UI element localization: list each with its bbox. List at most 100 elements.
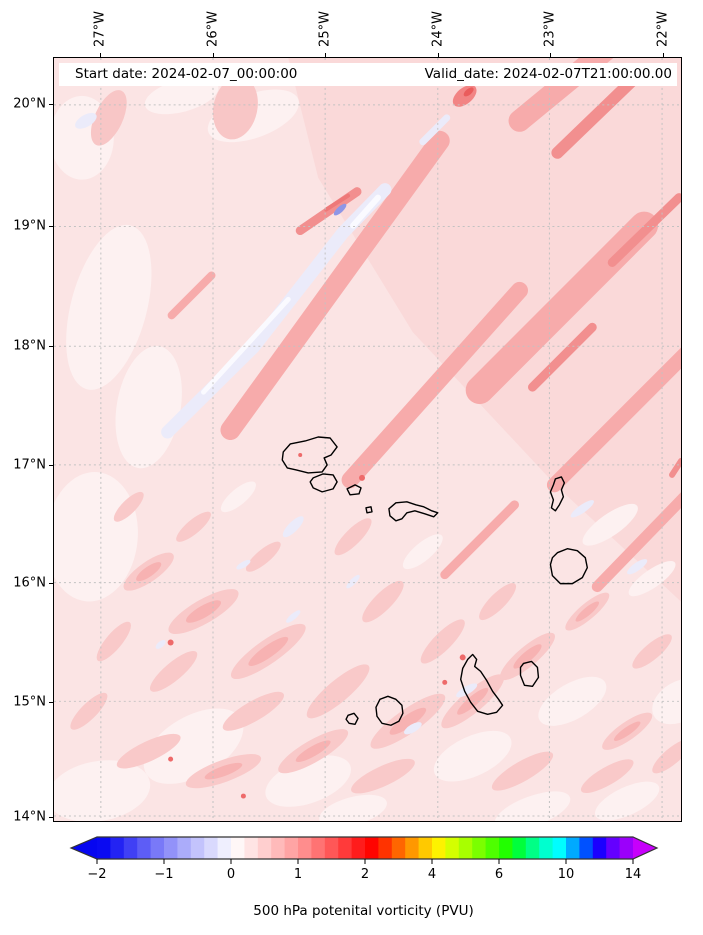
x-tick-mark [438,53,439,57]
x-tick-label: 24°W [430,11,446,47]
pv-red-spot-core [463,87,474,97]
island-santa-luzia-coastline [346,484,362,496]
colorbar-segment [190,837,205,859]
colorbar-segment [432,837,446,859]
pv-blobs [90,76,258,146]
colorbar-segment [566,837,580,859]
colorbar-segment [391,837,406,859]
title-band: Start date: 2024-02-07_00:00:00 Valid_da… [59,63,677,86]
x-tick-mark [663,53,664,57]
y-tick-label: 16°N [13,575,46,591]
colorbar-tick-label: 14 [624,867,642,882]
colorbar-right-arrow [633,837,657,859]
x-tick-mark [325,53,326,57]
colorbar-tick-label: 4 [427,867,437,882]
pv-red-streak [324,193,351,212]
island-fogo-coastline [375,695,404,726]
x-tick-label: 22°W [655,11,671,47]
colorbar-segment [592,837,607,859]
y-tick-mark [49,346,53,347]
x-tick-label: 27°W [92,11,108,47]
colorbar-segment [351,837,366,859]
colorbar-segment [579,837,594,859]
pv-negative-filament [161,114,451,439]
colorbar-segment [405,837,419,859]
y-tick-mark [49,817,53,818]
y-tick-mark [49,465,53,466]
colorbar-segment [217,837,232,859]
colorbar-tick-label: −1 [154,867,174,882]
colorbar-segment [231,837,245,859]
colorbar-segment [137,837,151,859]
colorbar-segment [619,837,634,859]
colorbar [69,836,659,864]
colorbar-tick-label: 1 [293,867,303,882]
colorbar-segment [177,837,192,859]
colorbar-segment [150,837,165,859]
colorbar-segment [445,837,460,859]
colorbar-segment [525,837,540,859]
y-tick-label: 20°N [13,96,46,112]
colorbar-segment [606,837,620,859]
y-tick-label: 17°N [13,457,46,473]
pv-band-cores [295,69,681,478]
start-date-text: Start date: 2024-02-07_00:00:00 [75,66,298,82]
colorbar-segment [204,837,218,859]
colorbar-segment [324,837,339,859]
colorbar-axis-label: 500 hPa potenital vorticity (PVU) [253,903,474,919]
colorbar-segment [552,837,567,859]
colorbar-segment [257,837,272,859]
colorbar-segment [539,837,553,859]
colorbar-segment [418,837,433,859]
x-tick-mark [212,53,214,57]
colorbar-segment [472,837,486,859]
x-tick-label: 23°W [542,11,558,47]
colorbar-segment [123,837,138,859]
colorbar-segment [485,837,500,859]
pv-negative-patches [75,112,648,735]
x-tick-mark [100,53,101,57]
pv-negative-core [333,203,347,216]
colorbar-segment [338,837,352,859]
colorbar-tick-label: 0 [226,867,236,882]
colorbar-segment [97,837,111,859]
colorbar-tick-label: 6 [494,867,504,882]
colorbar-segment [298,837,312,859]
y-tick-mark [49,104,53,105]
y-tick-mark [49,226,53,227]
colorbar-tick-label: −2 [87,867,107,882]
colorbar-segment [499,837,513,859]
y-tick-mark [49,702,53,703]
pv-red-dots [167,452,466,799]
island-sao-nicolau-coastline [388,501,439,522]
colorbar-segment [458,837,473,859]
valid-date-text: Valid_date: 2024-02-07T21:00:00.00 [424,66,672,82]
colorbar-segment [311,837,326,859]
y-tick-label: 18°N [13,338,46,354]
island-sal-coastline [549,476,566,512]
island-maio-coastline [519,660,540,688]
island-brava-coastline [345,712,359,725]
island-boa-vista-coastline [549,548,588,585]
colorbar-segment [365,837,379,859]
colorbar-segment [271,837,285,859]
coastlines [281,436,588,726]
colorbar-tick-label: 2 [360,867,370,882]
island-raso-coastline [365,506,373,514]
y-tick-mark [49,583,53,584]
pv-contour-field [54,58,681,821]
island-santo-antao-coastline [281,436,338,474]
colorbar-segment [110,837,125,859]
y-tick-label: 14°N [13,809,46,825]
colorbar-tick-label: 10 [557,867,575,882]
x-tick-label: 25°W [317,11,333,47]
map-plot-area: Start date: 2024-02-07_00:00:00 Valid_da… [53,57,682,822]
y-tick-label: 19°N [13,218,46,234]
island-sao-vicente-coastline [309,473,338,493]
colorbar-left-arrow [71,837,97,859]
x-tick-label: 26°W [205,11,220,47]
y-tick-label: 15°N [13,694,46,710]
pv-pale-patches [54,77,681,821]
colorbar-segment [512,837,527,859]
